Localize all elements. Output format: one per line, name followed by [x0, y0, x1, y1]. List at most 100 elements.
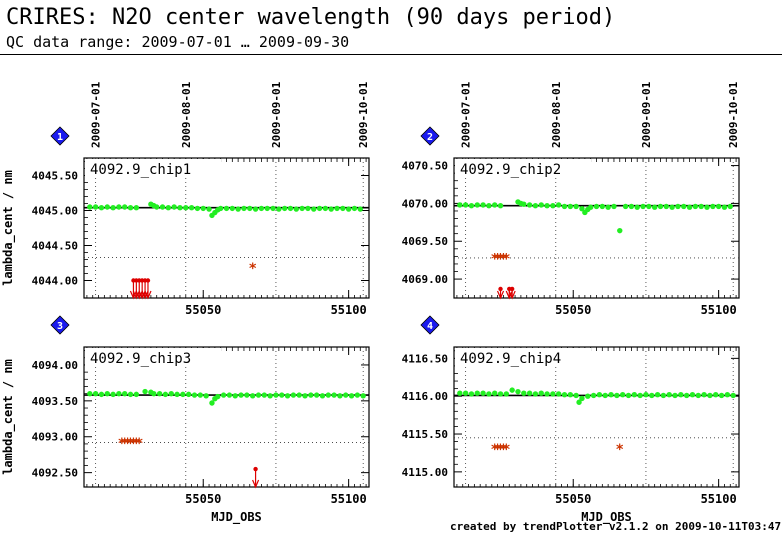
panel-3-data-point	[296, 392, 302, 398]
panel-4-outlier-point: *	[499, 442, 507, 458]
panel-2-data-point	[497, 202, 504, 209]
panel-3-data-point	[127, 391, 134, 398]
panel-3-xlabel: MJD_OBS	[211, 510, 262, 525]
panel-1-limit-arrow-head	[129, 290, 137, 300]
panel-2-data-point	[587, 204, 594, 210]
footer-credit: created by trendPlotter v2.1.2 on 2009-1…	[450, 520, 782, 533]
panel-3-data-point	[98, 391, 105, 398]
panel-2-data-point	[605, 204, 611, 210]
panel-1-data-point	[206, 206, 212, 212]
panel-2-ytick-label-2: 4070.00	[402, 197, 448, 210]
panel-2-data-point	[669, 204, 675, 210]
panel-2-xtick-label-0: 55050	[555, 303, 591, 317]
panel-4-xtick-label-0: 55050	[555, 492, 591, 506]
panel-3-data-point	[284, 393, 291, 399]
panel-1-data-point	[98, 205, 105, 211]
panel-1-data-point	[183, 205, 189, 211]
panel-2-limit-arrow-head	[505, 290, 513, 300]
panel-1-data-point	[328, 206, 334, 212]
panel-2-data-point	[715, 203, 722, 210]
panel-3-data-point	[142, 388, 148, 395]
panel-4-data-point	[509, 387, 515, 393]
panel-2-date-tick-label-3: 2009-10-01	[727, 81, 740, 148]
panel-2-data-point	[457, 202, 463, 208]
panel-4-data-point	[474, 390, 480, 396]
panel-4-data-point	[526, 390, 533, 396]
panel-1-data-point	[351, 205, 358, 212]
panel-3-data-point	[191, 392, 198, 398]
panel-1-data-point	[270, 205, 276, 212]
panel-2-data-point	[692, 203, 699, 210]
panel-2-data-point	[727, 203, 733, 210]
panel-3-data-point	[267, 393, 273, 399]
panel-4-data-point	[544, 391, 550, 397]
panel-3-data-point	[313, 392, 320, 398]
panel-1-data-point	[154, 204, 160, 210]
panel-1-limit-arrow-head	[135, 290, 143, 300]
panel-2-outlier-point: *	[502, 252, 510, 268]
panel-3-data-point	[174, 391, 180, 398]
panel-4-ytick-label-3: 4116.50	[402, 352, 448, 365]
panel-4-data-point	[654, 391, 661, 398]
panel-1-label-bg	[85, 159, 221, 178]
panel-4-label-bg	[455, 348, 591, 367]
panel-2-limit-marker	[509, 286, 515, 292]
panel-1-data-point	[122, 204, 128, 210]
panel-4-data-point	[538, 390, 544, 396]
page-title: CRIRES: N2O center wavelength (90 days p…	[6, 5, 616, 30]
panel-2-limit-arrow-head	[508, 290, 516, 300]
panel-2-data-point	[710, 203, 716, 210]
panel-1-data-point	[281, 205, 288, 212]
panel-3-data-point	[244, 392, 250, 398]
panel-1-data-point	[171, 204, 177, 210]
panel-1-data-point	[316, 205, 323, 212]
panel-3-ytick-label-1: 4093.00	[32, 431, 78, 444]
panel-2-data-point	[480, 202, 486, 208]
panel-2-frame	[453, 157, 740, 299]
panel-2-outlier-point: *	[496, 252, 504, 268]
panel-3-badge-number: 3	[57, 321, 63, 332]
panel-1-data-point	[235, 206, 241, 212]
panel-4-data-point	[521, 390, 527, 396]
panel-2-ytick-label-3: 4070.50	[402, 160, 448, 173]
panel-4-data-point	[625, 392, 632, 399]
panel-3-data-point	[180, 391, 186, 398]
panel-3-outlier-point: *	[135, 436, 143, 452]
panel-4-data-point	[585, 393, 591, 399]
panel-2-label: 4092.9_chip2	[460, 162, 561, 178]
panel-2-data-point	[640, 203, 646, 210]
panel-2-ytick-label-1: 4069.50	[402, 235, 448, 248]
panel-2-data-point	[698, 203, 704, 210]
panel-1-ytick-label-1: 4044.50	[32, 240, 78, 253]
panel-1-data-point	[258, 205, 265, 212]
panel-3-ytick-label-0: 4092.50	[32, 467, 78, 480]
panel-4-data-point	[631, 391, 638, 398]
panel-2-data-point	[544, 202, 550, 209]
panel-4-xlabel: MJD_OBS	[581, 510, 632, 525]
panel-2-data-point	[622, 203, 629, 210]
panel-4-data-point	[468, 391, 475, 397]
panel-4-data-point	[649, 392, 655, 399]
panel-1-date-tick-label-3: 2009-10-01	[357, 81, 370, 148]
panel-3-data-point	[104, 390, 110, 397]
panel-4-data-point	[683, 392, 690, 399]
panel-3-data-point	[168, 390, 174, 397]
panel-4-ytick-label-2: 4116.00	[402, 390, 448, 403]
panel-2-data-point	[611, 203, 617, 210]
panel-3-data-point	[319, 393, 326, 399]
panel-2-limit-arrow-head	[496, 290, 505, 300]
panel-4-outlier-point: *	[496, 442, 504, 458]
panel-2-data-point	[681, 203, 687, 210]
panel-2-data-point	[657, 203, 664, 210]
panel-1-date-tick-label-0: 2009-07-01	[90, 81, 103, 148]
panel-2-date-tick-label-0: 2009-07-01	[460, 81, 473, 148]
panel-3-data-point	[215, 393, 221, 400]
panel-4-data-point	[573, 392, 579, 399]
panel-4-outlier-point: *	[616, 442, 624, 458]
panel-2-data-point	[663, 203, 669, 210]
panel-3-ytick-label-3: 4094.00	[32, 359, 78, 372]
panel-3-data-point	[337, 393, 343, 399]
panel-1-data-point	[165, 205, 172, 211]
panel-3-data-point	[308, 392, 314, 398]
panel-2-date-tick-label-1: 2009-08-01	[550, 81, 563, 148]
